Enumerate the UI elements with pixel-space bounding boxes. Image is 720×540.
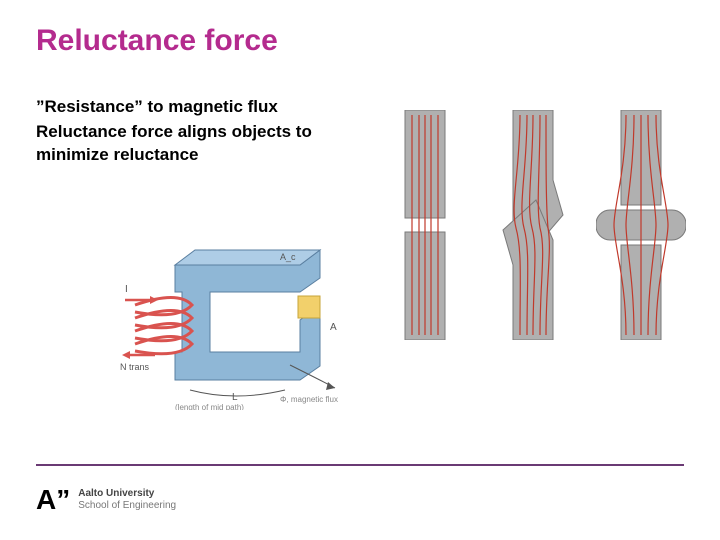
body-text: ”Resistance” to magnetic flux Reluctance… xyxy=(36,96,376,167)
flux-panel-perpendicular xyxy=(596,110,686,340)
label-turns: N trans xyxy=(120,362,150,372)
logo-quote-icon: ” xyxy=(56,484,70,515)
air-gap xyxy=(298,296,320,318)
bullet-2: Reluctance force aligns objects to minim… xyxy=(36,121,376,167)
logo-mark: A” xyxy=(36,484,70,516)
label-L: L xyxy=(232,392,238,403)
flux-panels xyxy=(380,110,686,340)
flux-panel-offset xyxy=(488,110,578,340)
flux-panel-aligned xyxy=(380,110,470,340)
core-figure: I N trans A_c A L (length of mid path) Φ… xyxy=(120,240,350,410)
label-Ac: A_c xyxy=(280,252,296,262)
logo-text: Aalto University School of Engineering xyxy=(78,488,176,512)
bullet-1: ”Resistance” to magnetic flux xyxy=(36,96,376,119)
label-L-caption: (length of mid path) xyxy=(175,403,244,410)
footer-rule xyxy=(36,464,684,466)
footer-logo: A” Aalto University School of Engineerin… xyxy=(36,484,176,516)
label-A: A xyxy=(330,322,337,333)
slide-title: Reluctance force xyxy=(36,24,684,58)
logo-school: School of Engineering xyxy=(78,500,176,512)
logo-university: Aalto University xyxy=(78,488,176,500)
label-I: I xyxy=(125,284,128,295)
logo-letter: A xyxy=(36,484,56,515)
label-flux: Φ, magnetic flux xyxy=(280,395,338,404)
